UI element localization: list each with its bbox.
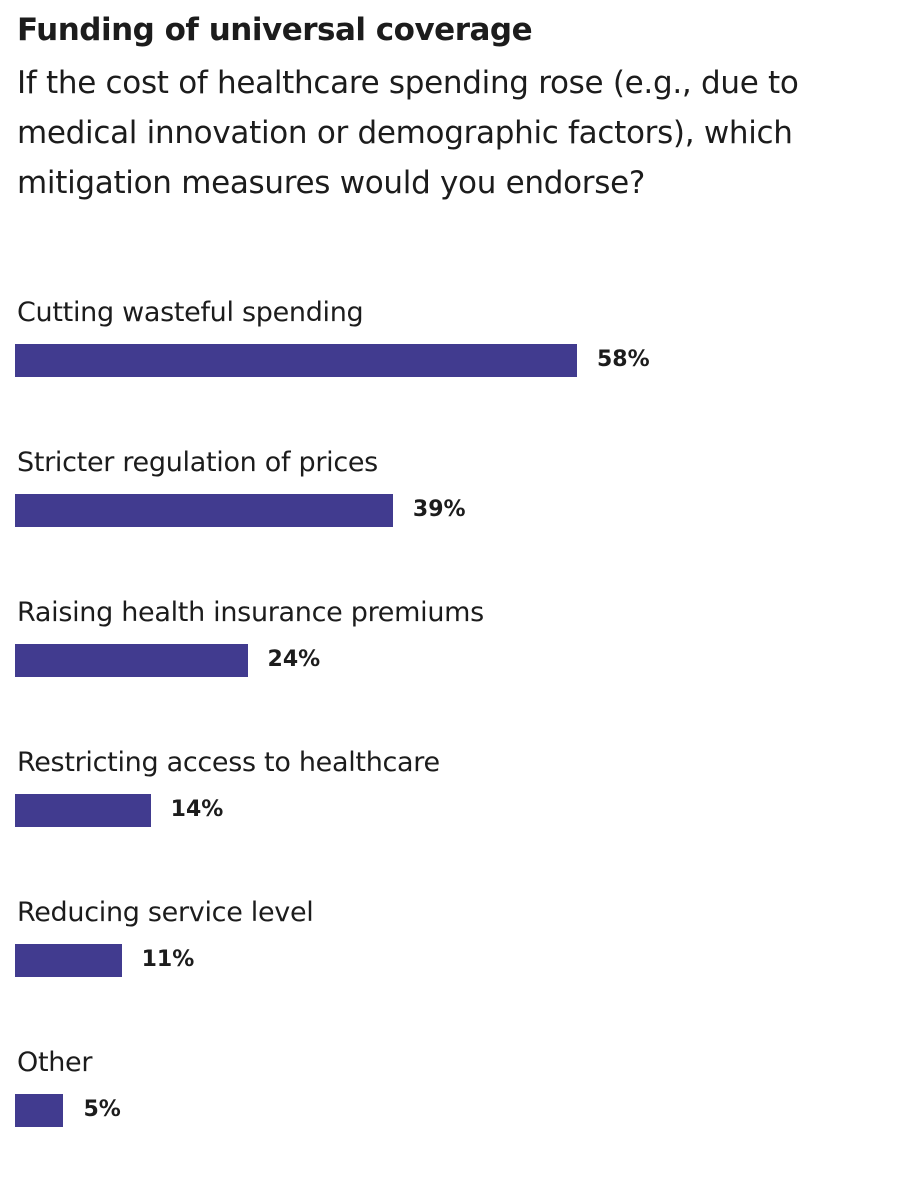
bar-label: Raising health insurance premiums: [17, 597, 484, 628]
bar-row: Cutting wasteful spending 58%: [0, 297, 900, 447]
bar-value: 39%: [412, 497, 466, 522]
bar-row: Restricting access to healthcare 14%: [0, 747, 900, 897]
bar-label: Restricting access to healthcare: [17, 747, 440, 778]
bar-row: Reducing service level 11%: [0, 897, 900, 1047]
bar: [15, 494, 393, 527]
bar: [15, 1094, 64, 1127]
bar-row: Other 5%: [0, 1047, 900, 1197]
bar-value: 11%: [141, 947, 195, 972]
bar-label: Reducing service level: [17, 897, 314, 928]
bar-value: 14%: [170, 797, 224, 822]
bar-label: Other: [17, 1047, 93, 1078]
bar-row: Stricter regulation of prices 39%: [0, 447, 900, 597]
bar: [15, 344, 577, 377]
bar: [15, 794, 151, 827]
bar-value: 24%: [267, 647, 321, 672]
bar-value: 58%: [597, 347, 650, 372]
bar: [15, 644, 248, 677]
bar: [15, 944, 122, 977]
chart-title: Funding of universal coverage: [17, 12, 533, 48]
chart-subtitle: If the cost of healthcare spending rose …: [17, 65, 799, 201]
bar-label: Stricter regulation of prices: [17, 447, 378, 478]
bar-label: Cutting wasteful spending: [17, 297, 364, 328]
bar-row: Raising health insurance premiums 24%: [0, 597, 900, 747]
bar-value: 5%: [83, 1097, 121, 1122]
